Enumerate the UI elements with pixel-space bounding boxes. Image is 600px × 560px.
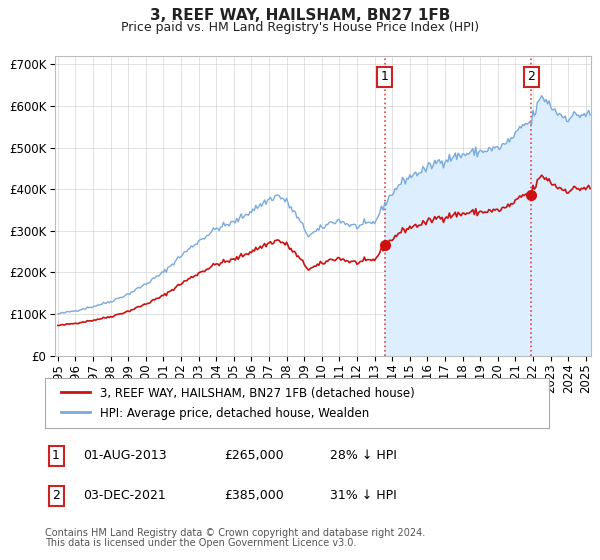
Text: 03-DEC-2021: 03-DEC-2021	[83, 489, 166, 502]
Text: 31% ↓ HPI: 31% ↓ HPI	[330, 489, 397, 502]
Text: Contains HM Land Registry data © Crown copyright and database right 2024.: Contains HM Land Registry data © Crown c…	[45, 528, 425, 538]
Text: 28% ↓ HPI: 28% ↓ HPI	[330, 449, 397, 463]
Text: 01-AUG-2013: 01-AUG-2013	[83, 449, 166, 463]
Text: 2: 2	[52, 489, 60, 502]
Text: £385,000: £385,000	[224, 489, 284, 502]
Text: 1: 1	[52, 449, 60, 463]
Text: 3, REEF WAY, HAILSHAM, BN27 1FB: 3, REEF WAY, HAILSHAM, BN27 1FB	[150, 8, 450, 24]
Text: £265,000: £265,000	[224, 449, 284, 463]
Text: This data is licensed under the Open Government Licence v3.0.: This data is licensed under the Open Gov…	[45, 538, 356, 548]
Legend: 3, REEF WAY, HAILSHAM, BN27 1FB (detached house), HPI: Average price, detached h: 3, REEF WAY, HAILSHAM, BN27 1FB (detache…	[56, 382, 419, 424]
Text: 1: 1	[381, 71, 389, 83]
Text: Price paid vs. HM Land Registry's House Price Index (HPI): Price paid vs. HM Land Registry's House …	[121, 21, 479, 34]
Text: 2: 2	[527, 71, 535, 83]
